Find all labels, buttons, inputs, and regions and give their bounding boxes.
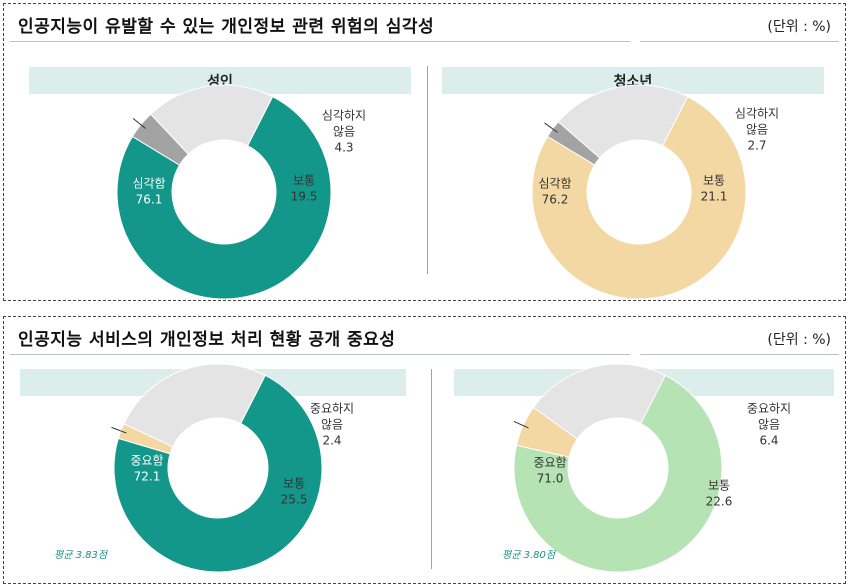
donut-slice [513,374,723,573]
slice-value: 71.0 [537,472,564,486]
donut-slice [149,84,274,155]
slice-name: 않음 [333,125,355,139]
donut-slice [113,374,323,573]
panel-title: 인공지능이 유발할 수 있는 개인정보 관련 위험의 심각성 [18,17,435,37]
slice-name: 심각하지 [735,107,779,121]
leader-line [544,122,558,133]
slice-value: 6.4 [759,434,778,448]
donut-slice [532,363,666,440]
donut-slice [531,95,747,300]
slice-name: 심각함 [538,177,571,191]
title-rule [640,354,839,355]
slice-value: 21.1 [701,190,728,204]
slice-name: 중요하지 [310,402,354,416]
chart-divider [427,66,428,274]
slice-label: 심각함 76.1 [132,177,165,207]
slice-name: 심각하지 [322,109,366,123]
panel-title: 인공지능 서비스의 개인정보 처리 현황 공개 중요성 [18,330,396,350]
average-score-adult: 평균 3.83점 [54,550,108,561]
slice-label: 보통 19.5 [291,174,318,204]
slice-label: 심각함 76.2 [538,177,571,207]
slice-name: 않음 [746,123,768,137]
slice-name: 심각함 [132,177,165,191]
disclosure-importance-panel: 인공지능 서비스의 개인정보 처리 현황 공개 중요성 (단위 : %) 성인 … [3,316,846,584]
slice-value: 22.6 [706,495,733,509]
slice-label: 중요함 71.0 [533,456,566,486]
unit-label: (단위 : %) [767,19,831,35]
leader-line [513,420,529,429]
slice-value: 2.7 [747,139,766,153]
average-score-youth: 평균 3.80점 [502,550,556,561]
slice-label: 보통 25.5 [281,477,308,507]
title-rule [640,41,839,42]
slice-label: 보통 22.6 [706,479,733,509]
leader-line [132,118,146,129]
slice-value: 76.1 [136,193,163,207]
slice-name: 보통 [283,477,305,491]
leader-line [111,426,127,434]
slice-label: 보통 21.1 [701,174,728,204]
slice-value: 4.3 [334,141,353,155]
slice-name: 중요함 [130,454,163,468]
risk-severity-panel: 인공지능이 유발할 수 있는 개인정보 관련 위험의 심각성 (단위 : %) … [3,3,846,301]
chart-divider [431,369,432,569]
slice-value: 25.5 [281,493,308,507]
unit-label: (단위 : %) [767,332,831,348]
slice-name: 보통 [708,479,730,493]
donut-slice [557,84,689,159]
slice-name: 않음 [758,418,780,432]
slice-value: 2.4 [322,434,341,448]
slice-name: 중요하지 [747,402,791,416]
slice-name: 않음 [321,418,343,432]
slice-name: 중요함 [533,456,566,470]
slice-name: 보통 [293,174,315,188]
slice-value: 19.5 [291,190,318,204]
slice-value: 76.2 [542,193,569,207]
slice-name: 보통 [703,174,725,188]
slice-label: 중요함 72.1 [130,454,163,484]
donut-slice [116,95,332,300]
title-rule [10,41,630,42]
title-rule [10,354,630,355]
donut-slice [123,363,266,448]
slice-value: 72.1 [134,470,161,484]
